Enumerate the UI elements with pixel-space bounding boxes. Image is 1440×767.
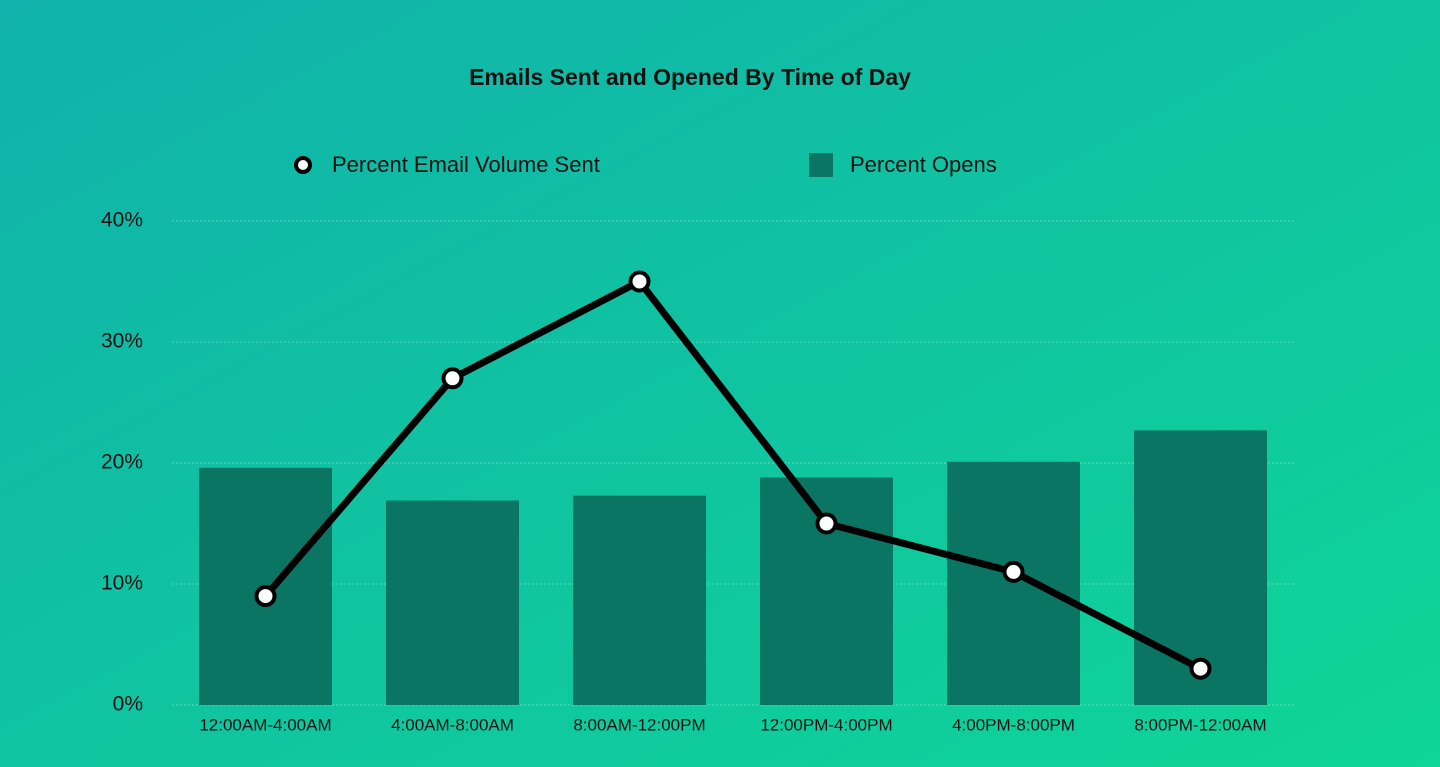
y-tick-label: 40% [101, 209, 143, 232]
legend-label: Percent Opens [850, 152, 997, 177]
line-point [815, 512, 838, 535]
bar [573, 495, 706, 705]
x-tick-label: 12:00PM-4:00PM [760, 715, 892, 734]
chart-title: Emails Sent and Opened By Time of Day [469, 64, 911, 90]
bar [947, 461, 1080, 705]
y-tick-label: 10% [101, 572, 143, 595]
x-tick-label: 4:00AM-8:00AM [391, 715, 514, 734]
legend-marker [809, 153, 833, 177]
legend-marker [294, 156, 312, 174]
line [262, 278, 1203, 672]
line-point [441, 367, 464, 390]
x-tick-label: 4:00PM-8:00PM [952, 715, 1075, 734]
x-tick-label: 8:00AM-12:00PM [573, 715, 705, 734]
y-tick-label: 20% [101, 451, 143, 474]
x-tick-label: 12:00AM-4:00AM [199, 715, 331, 734]
bar [760, 477, 893, 705]
line-point [1189, 657, 1212, 680]
x-tick-label: 8:00PM-12:00AM [1134, 715, 1266, 734]
bar [386, 500, 519, 705]
legend-label: Percent Email Volume Sent [332, 152, 600, 177]
line-point [1002, 560, 1025, 583]
y-tick-label: 0% [113, 693, 143, 716]
line-point [628, 270, 651, 293]
line-point [254, 585, 277, 608]
y-tick-label: 30% [101, 330, 143, 353]
